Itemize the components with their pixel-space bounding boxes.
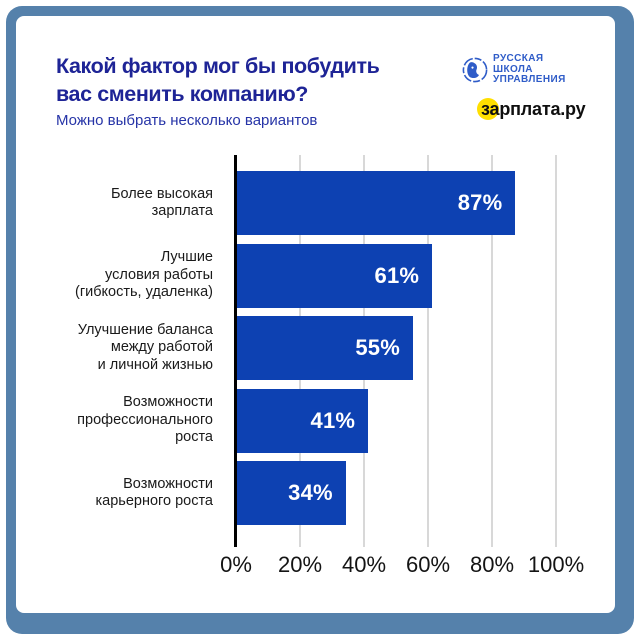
bar-value-label: 41% <box>310 407 356 433</box>
bar: 41% <box>237 388 369 453</box>
zarplata-logo: зарплата.ру <box>477 96 586 122</box>
bar-value-label: 55% <box>355 335 400 360</box>
x-tick-label: 100% <box>527 552 585 577</box>
x-tick-label: 80% <box>469 552 515 577</box>
rshu-logo-text: РУССКАЯ ШКОЛА УПРАВЛЕНИЯ <box>493 53 566 86</box>
x-tick-label: 20% <box>277 552 323 577</box>
bar: 34% <box>237 461 346 525</box>
bar-value-label: 61% <box>374 262 420 288</box>
infographic-card: Какой фактор мог бы побудить вас сменить… <box>16 16 615 613</box>
page-title: Какой фактор мог бы побудить вас сменить… <box>56 54 380 106</box>
zarplata-highlight-dot <box>477 98 499 120</box>
category-label: Лучшие условия работы (гибкость, удаленк… <box>75 249 213 301</box>
category-label: Возможности карьерного роста <box>95 475 213 510</box>
bar: 55% <box>237 316 413 380</box>
zarplata-logo-text: зарплата.ру <box>481 99 586 119</box>
rshu-logo: РУССКАЯ ШКОЛА УПРАВЛЕНИЯ <box>462 50 597 90</box>
category-label: Возможности профессионального роста <box>77 394 213 446</box>
bar-chart: Более высокая зарплата 87% Лучшие условия … <box>16 16 615 613</box>
gridline <box>555 155 557 547</box>
x-tick-label: 0% <box>220 552 252 577</box>
category-label: Более высокая зарплата <box>110 185 213 220</box>
page-subtitle: Можно выбрать несколько вариантов <box>56 112 318 129</box>
y-axis-line <box>234 155 237 547</box>
bar-value-label: 34% <box>288 480 333 505</box>
gridline <box>427 155 429 547</box>
x-tick-label: 40% <box>341 552 387 577</box>
bar: 87% <box>237 171 516 235</box>
bar-value-label: 87% <box>457 190 503 215</box>
category-label: Улучшение баланса между работой и личной… <box>77 321 213 373</box>
gridline <box>491 155 493 547</box>
x-tick-label: 60% <box>405 552 451 577</box>
bar: 61% <box>237 243 433 308</box>
rshu-logo-icon <box>462 57 488 83</box>
